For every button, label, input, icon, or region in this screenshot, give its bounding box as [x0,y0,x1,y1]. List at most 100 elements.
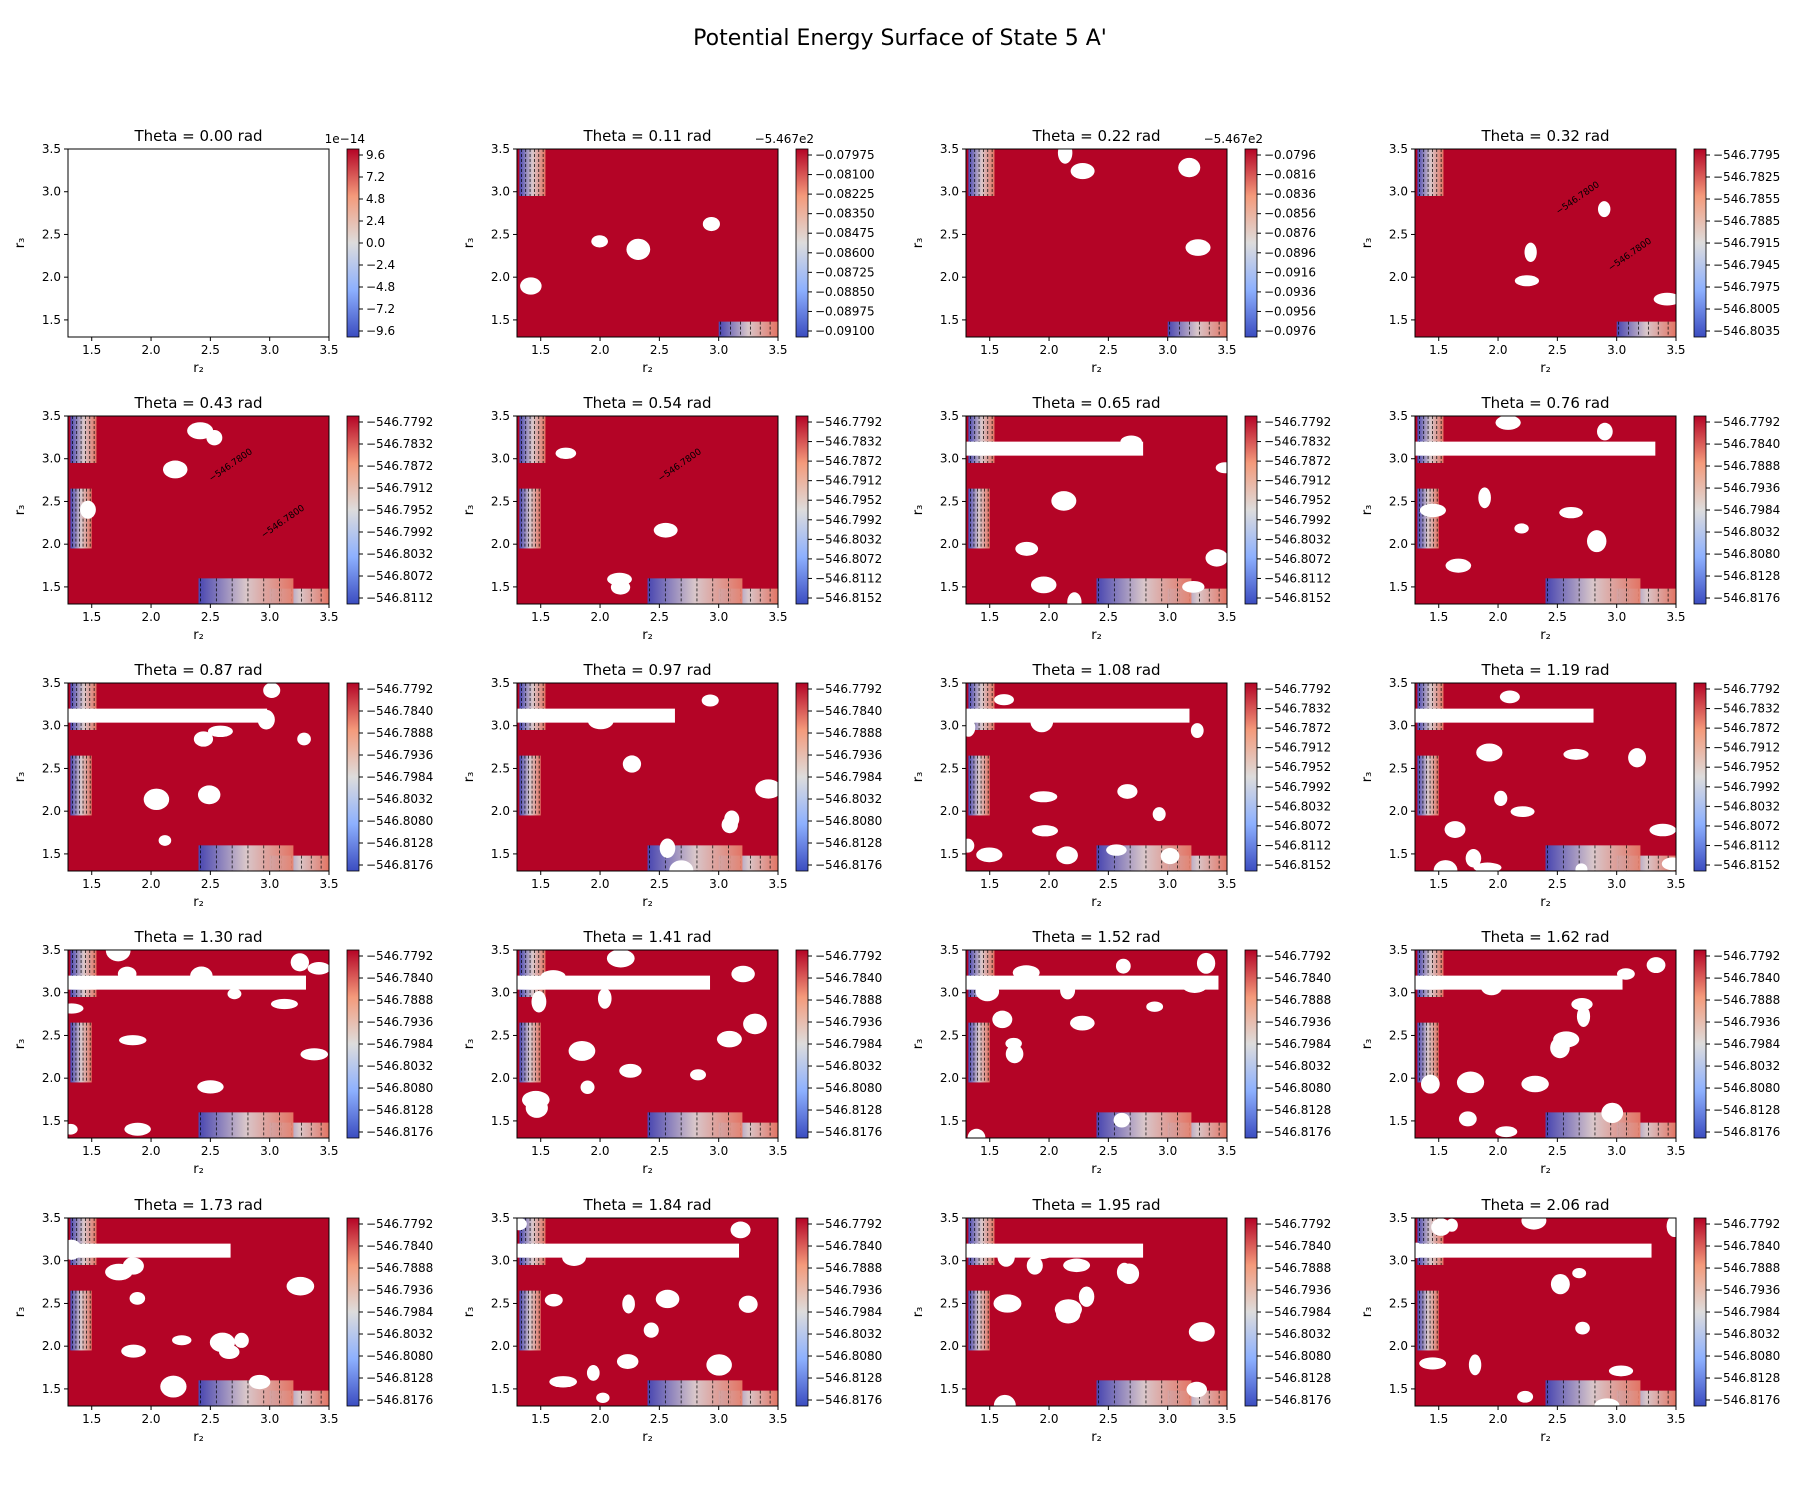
undefined-hole [607,572,632,586]
undefined-hole [162,460,188,479]
x-tick-label: 3.5 [768,877,787,891]
subplot-title: Theta = 0.32 rad [1480,127,1609,145]
contour-region [70,683,97,730]
subplot: Theta = 0.76 rad 1.5 2.0 2.5 3.0 3.5 1.5 2.0 2.5… [1360,394,1780,643]
contour-region [70,1022,92,1083]
contour-region [968,488,990,549]
undefined-hole [197,1080,224,1094]
y-axis-label: r₃ [462,772,477,783]
colorbar-gradient [795,682,809,872]
undefined-hole [234,1332,249,1348]
colorbar-tick-label: −546.8112 [1713,838,1780,852]
colorbar: −546.8176 −546.8128 −546.8080 −546.8032 −546… [795,949,882,1139]
colorbar-offset: −5.467e2 [1204,132,1263,146]
y-tick-label: 3.5 [940,142,959,156]
x-tick-label: 1.5 [531,1144,550,1158]
x-tick-label: 2.5 [201,1412,220,1426]
y-tick-label: 1.5 [1389,847,1408,861]
colorbar-tick-label: −546.7872 [366,459,433,473]
colorbar-tick-label: −546.8032 [1713,799,1780,813]
undefined-hole [1594,1398,1620,1406]
contour-region [968,1022,990,1083]
y-tick-label: 1.5 [491,313,510,327]
colorbar-tick-label: −546.8128 [1713,1103,1780,1117]
colorbar-tick-label: −546.7888 [366,726,433,740]
undefined-hole [701,694,719,707]
undefined-hole [124,1122,151,1136]
undefined-hole [219,1344,240,1360]
x-tick-label: 3.5 [768,343,787,357]
y-tick-label: 2.0 [491,537,510,551]
x-tick-label: 1.5 [980,1412,999,1426]
undefined-hole [129,1291,146,1305]
colorbar-tick-label: −546.8112 [1264,838,1331,852]
x-tick-label: 2.5 [1099,877,1118,891]
colorbar-tick-label: −546.7832 [1264,702,1331,716]
x-axis-label: r₂ [193,628,204,643]
y-axis-label: r₃ [911,238,926,249]
colorbar: −546.8176 −546.8128 −546.8080 −546.8032 −546… [1693,1217,1780,1407]
colorbar-tick-label: −546.8032 [1264,799,1331,813]
contour-region [718,321,778,337]
undefined-hole [1499,690,1520,704]
x-tick-label: 3.5 [1666,1144,1685,1158]
x-axis-label: r₂ [1540,1430,1551,1445]
plot-area [966,1218,1227,1406]
undefined-hole [966,838,975,853]
colorbar-tick-label: −0.0936 [1264,285,1316,299]
contour-region [70,416,97,463]
undefined-hole [597,988,612,1009]
subplot: Theta = 1.95 rad 1.5 2.0 2.5 3.0 3.5 1.5 2.0 2.5… [911,1196,1331,1445]
colorbar-tick-label: −546.7832 [1264,435,1331,449]
undefined-hole [1559,506,1583,519]
colorbar-tick-label: −546.7840 [366,704,433,718]
undefined-hole [1056,846,1078,865]
colorbar-tick-label: −546.8035 [1713,324,1780,338]
x-axis-label: r₂ [1091,1430,1102,1445]
x-tick-label: 3.0 [260,343,279,357]
undefined-hole [1146,1001,1164,1012]
undefined-hole [68,1003,84,1014]
colorbar-tick-label: −546.8112 [1264,571,1331,585]
y-axis-label: r₃ [13,238,28,249]
colorbar-tick-label: −546.7840 [1264,971,1331,985]
x-tick-label: 1.5 [82,343,101,357]
colorbar-tick-label: −546.8080 [1264,1349,1331,1363]
colorbar: −546.8152 −546.8112 −546.8072 −546.8032 −546… [1693,682,1780,872]
x-tick-label: 1.5 [980,610,999,624]
colorbar-tick-label: −546.7936 [1713,1015,1780,1029]
y-tick-label: 2.5 [42,761,61,775]
colorbar-tick-label: −546.7952 [366,503,433,517]
colorbar-tick-label: 2.4 [366,214,385,228]
undefined-hole [1576,1005,1591,1027]
plot-area [68,149,329,337]
field-fill [1415,149,1676,337]
contour-region [198,578,294,604]
contour-region [1417,416,1444,463]
undefined-hole [172,1335,192,1346]
undefined-hole [1185,239,1211,256]
colorbar-tick-label: −546.8080 [815,1349,882,1363]
colorbar-tick-label: −546.7792 [815,949,882,963]
x-tick-label: 2.0 [590,1144,609,1158]
colorbar-tick-label: −546.7840 [366,1239,433,1253]
y-tick-label: 1.5 [42,847,61,861]
y-tick-label: 2.5 [940,761,959,775]
plot-area [966,416,1227,604]
colorbar-tick-label: −546.7936 [815,1015,882,1029]
colorbar-tick-label: −546.7912 [366,481,433,495]
undefined-hole [286,1276,315,1296]
colorbar-tick-label: −0.0916 [1264,265,1316,279]
colorbar-tick-label: −546.7952 [1264,493,1331,507]
x-tick-label: 3.0 [1607,1144,1626,1158]
x-tick-label: 2.0 [1488,1412,1507,1426]
y-tick-label: 3.0 [491,185,510,199]
colorbar-tick-label: −546.7792 [366,949,433,963]
colorbar-tick-label: −546.7840 [815,1239,882,1253]
y-tick-label: 1.5 [940,1114,959,1128]
undefined-hole [1215,462,1227,474]
undefined-hole [1601,1102,1624,1123]
colorbar-gradient [1244,415,1258,605]
colorbar-tick-label: −546.7945 [1713,258,1780,272]
undefined-hole [160,1375,187,1398]
